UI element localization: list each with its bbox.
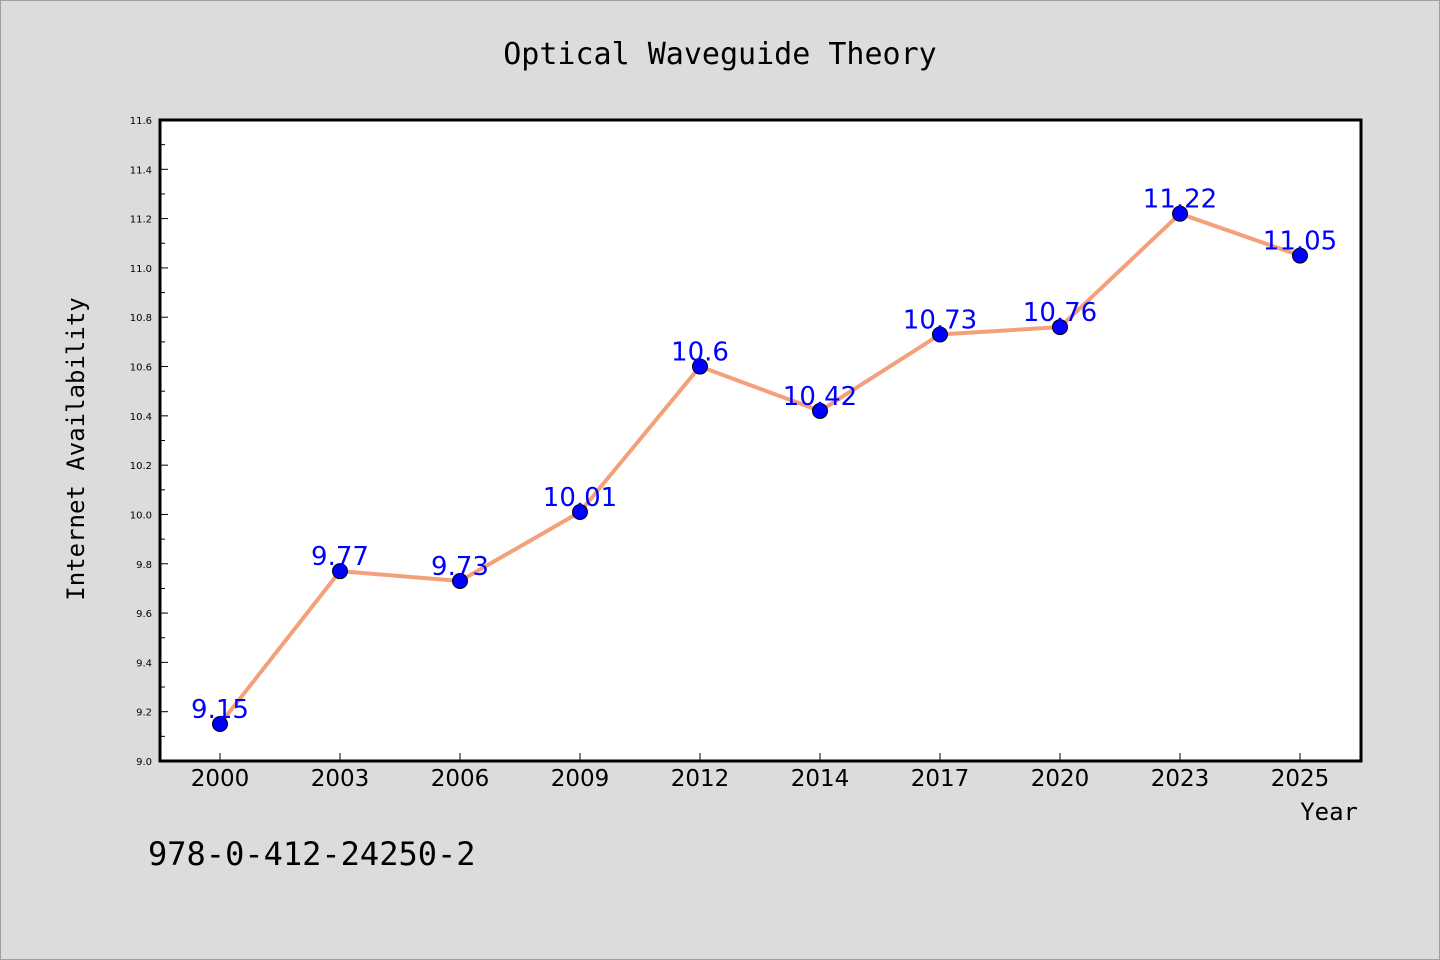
data-label: 11.05 xyxy=(1263,227,1337,257)
x-tick-label: 2012 xyxy=(671,766,730,792)
data-point xyxy=(572,503,588,520)
x-tick-label: 2017 xyxy=(911,766,970,792)
x-tick-label: 2020 xyxy=(1031,766,1090,792)
y-tick-label: 9.2 xyxy=(136,708,152,719)
data-point xyxy=(332,563,348,580)
y-tick-label: 11.4 xyxy=(130,165,152,176)
y-axis: 9.0 9.2 9.4 9.6 9.8 10.0 10.2 10.4 10.6 10.8 11.0 1… xyxy=(130,116,168,768)
y-tick-label: 10.8 xyxy=(130,313,152,324)
x-tick-label: 2023 xyxy=(1151,766,1210,792)
chart-title: Optical Waveguide Theory xyxy=(503,37,936,72)
y-tick-label: 10.4 xyxy=(130,412,152,423)
x-tick-label: 2014 xyxy=(791,766,850,792)
x-tick-label: 2003 xyxy=(311,766,370,792)
data-point xyxy=(812,402,828,419)
data-label: 11.22 xyxy=(1143,185,1217,215)
series-line xyxy=(218,211,1302,727)
y-tick-label: 11.6 xyxy=(130,116,152,127)
data-label: 10.42 xyxy=(783,382,857,412)
y-tick-label: 9.4 xyxy=(136,658,152,669)
data-point xyxy=(692,358,708,375)
x-tick-label: 2006 xyxy=(431,766,490,792)
data-label: 10.01 xyxy=(543,483,617,513)
y-tick-label: 11.0 xyxy=(130,264,152,275)
data-point xyxy=(1052,319,1068,336)
x-tick-label: 2000 xyxy=(191,766,250,792)
x-axis-label: Year xyxy=(1300,798,1358,826)
x-tick-label: 2025 xyxy=(1271,766,1330,792)
data-label: 9.15 xyxy=(191,695,249,725)
data-point xyxy=(212,716,228,733)
plot-area xyxy=(158,118,1363,763)
series-layer: 9.15 9.77 9.73 10.01 10.6 10.42 10.73 10.76 11.2… xyxy=(191,185,1337,733)
data-label: 9.77 xyxy=(311,542,369,572)
data-point xyxy=(932,326,948,343)
data-point xyxy=(1292,247,1308,264)
data-point xyxy=(1172,205,1188,222)
x-tick-label: 2009 xyxy=(551,766,610,792)
data-label: 10.76 xyxy=(1023,298,1097,328)
data-label: 9.73 xyxy=(431,552,489,582)
data-point xyxy=(452,573,468,590)
y-tick-label: 9.6 xyxy=(136,609,152,620)
y-tick-label: 9.8 xyxy=(136,560,152,571)
y-axis-label: Internet Availability xyxy=(62,297,90,600)
isbn-text: 978-0-412-24250-2 xyxy=(148,835,476,873)
y-tick-label: 10.2 xyxy=(130,461,152,472)
y-tick-label: 10.6 xyxy=(130,363,152,374)
y-tick-label: 11.2 xyxy=(130,215,152,226)
x-axis: 2000 2003 2006 2009 2012 2014 2017 2020 2023 2025 xyxy=(191,753,1330,792)
y-tick-label: 9.0 xyxy=(136,757,152,768)
data-label: 10.73 xyxy=(903,305,977,335)
y-tick-label: 10.0 xyxy=(130,510,152,521)
data-label: 10.6 xyxy=(671,338,729,368)
